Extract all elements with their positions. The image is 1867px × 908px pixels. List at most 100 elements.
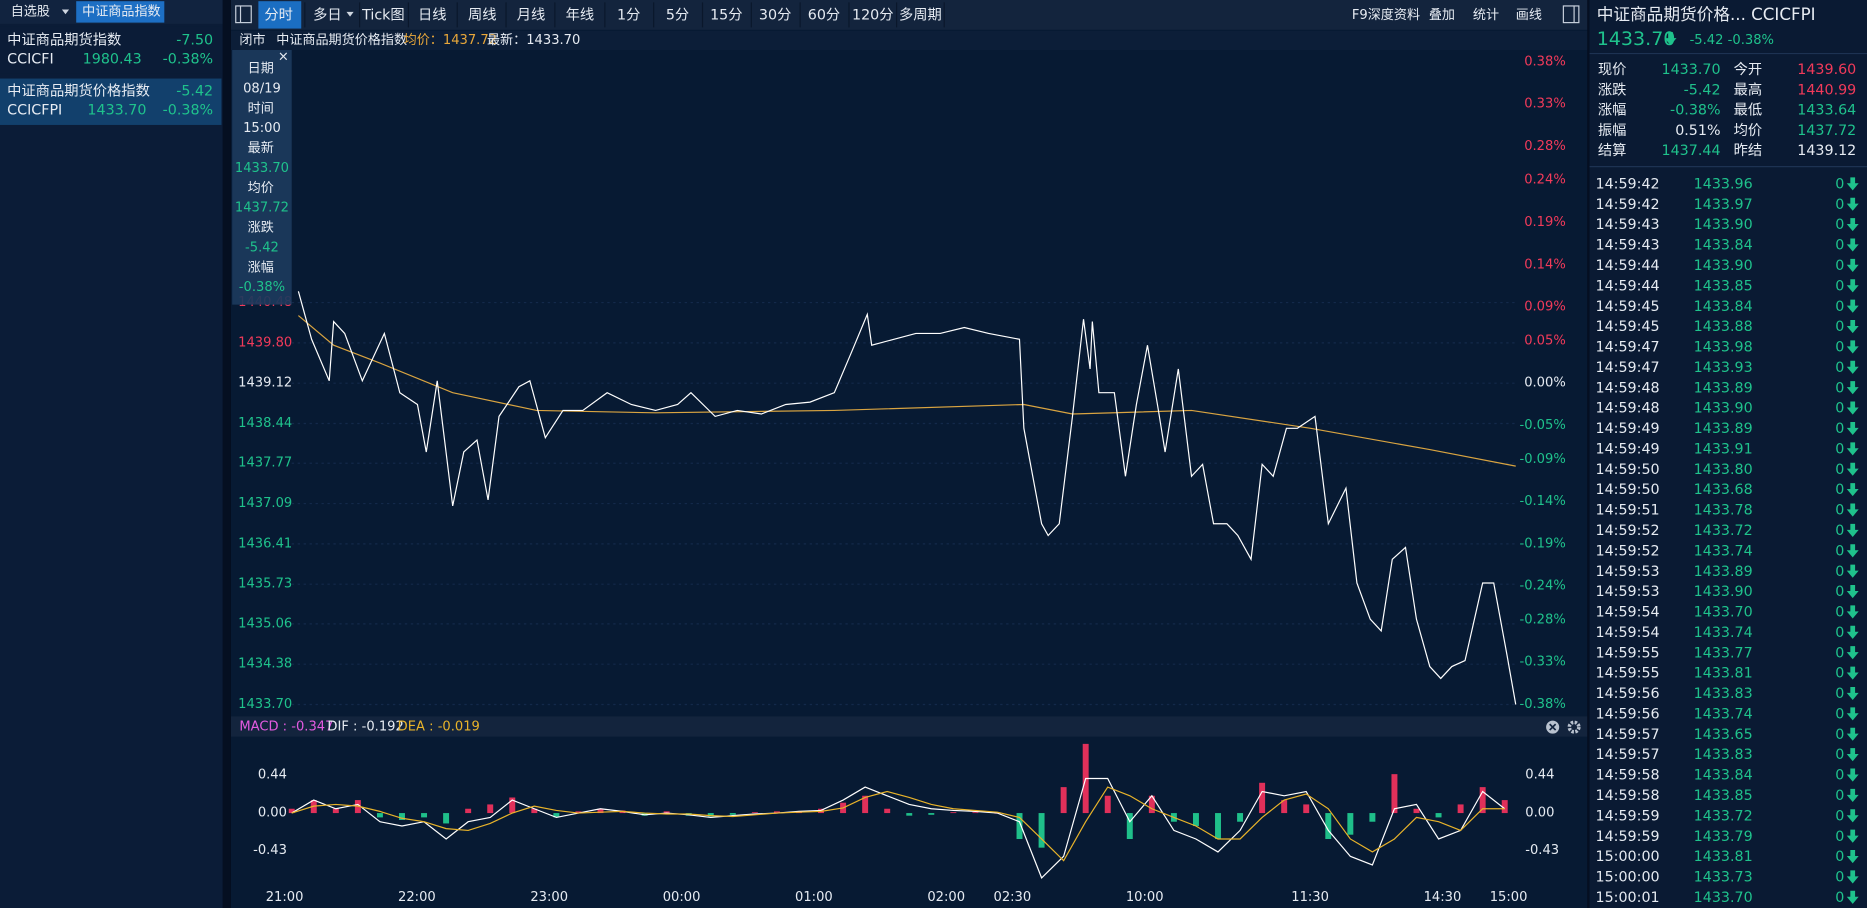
period-button[interactable]: 日线	[418, 6, 447, 23]
down-arrow	[1846, 829, 1859, 843]
period-button[interactable]: 多周期	[899, 6, 942, 23]
tooltip-label: 均价	[248, 180, 274, 196]
tick-time: 14:59:58	[1596, 788, 1660, 804]
macd-bar	[1060, 787, 1067, 814]
quote-label: 昨结	[1734, 142, 1763, 159]
dropdown-icon[interactable]	[346, 11, 354, 17]
period-button[interactable]: 5分	[666, 6, 689, 23]
period-button[interactable]: 周线	[468, 6, 497, 23]
down-arrow	[1846, 544, 1859, 558]
tick-time: 14:59:59	[1596, 808, 1660, 824]
item-change: -7.50	[176, 32, 213, 48]
pct-tick-label: -0.33%	[1519, 655, 1565, 670]
tick-volume: 0	[1835, 808, 1844, 824]
dropdown-icon[interactable]	[61, 9, 70, 15]
period-button[interactable]: 30分	[759, 6, 791, 23]
tool-button[interactable]: 叠加	[1429, 7, 1455, 23]
period-active[interactable]	[258, 1, 302, 29]
tick-volume: 0	[1835, 747, 1844, 763]
price-tick-label: 1438.44	[238, 416, 292, 431]
period-button[interactable]: Tick图	[361, 7, 405, 23]
tick-volume: 0	[1835, 482, 1844, 498]
period-button[interactable]: 月线	[517, 6, 546, 23]
tick-volume: 0	[1835, 238, 1844, 254]
down-arrow	[1846, 360, 1859, 374]
tooltip-close[interactable]: ×	[278, 50, 289, 65]
macd-tick-label: 0.44	[258, 768, 287, 783]
down-arrow	[1846, 442, 1859, 456]
tool-button[interactable]: 统计	[1473, 7, 1499, 23]
tick-time: 14:59:55	[1596, 666, 1660, 682]
macd-bar	[421, 813, 428, 818]
item-change: -5.42	[176, 84, 213, 100]
macd-bar	[729, 813, 736, 815]
settings-icon[interactable]	[1567, 720, 1581, 734]
tick-time: 14:59:44	[1596, 258, 1660, 274]
tick-price: 1433.72	[1694, 808, 1753, 824]
down-arrow	[1846, 320, 1859, 334]
pct-tick-label: 0.28%	[1524, 139, 1566, 154]
macd-tick-label: 0.00	[1525, 806, 1554, 821]
period-button[interactable]: 60分	[808, 6, 840, 23]
item-code: CCICFPI	[7, 103, 62, 119]
tab-active[interactable]	[76, 1, 165, 23]
icon-part	[1549, 723, 1557, 731]
down-arrow	[1846, 707, 1859, 721]
macd-bar	[707, 813, 714, 817]
tick-price: 1433.84	[1694, 238, 1753, 254]
period-button[interactable]: 多日	[313, 6, 342, 23]
tool-button[interactable]: 画线	[1516, 7, 1542, 23]
tick-price: 1433.90	[1694, 258, 1753, 274]
pct-tick-label: 0.09%	[1524, 300, 1566, 315]
tick-volume: 0	[1835, 258, 1844, 274]
macd-bar	[1479, 787, 1486, 814]
period-button[interactable]: 15分	[710, 6, 742, 23]
tick-price: 1433.73	[1694, 870, 1753, 886]
quote-value: 1437.44	[1662, 143, 1721, 159]
period-button[interactable]: 分时	[264, 6, 293, 23]
period-button[interactable]: 1分	[617, 6, 640, 23]
pct-tick-label: 0.05%	[1524, 333, 1566, 348]
tick-time: 14:59:47	[1596, 360, 1660, 376]
macd-bar	[376, 813, 383, 818]
down-arrow	[1846, 258, 1859, 272]
tick-price: 1433.90	[1694, 401, 1753, 417]
period-button[interactable]: 年线	[566, 6, 595, 23]
price-tick-label: 1437.77	[238, 456, 292, 471]
pct-tick-label: 0.00%	[1524, 376, 1566, 391]
panel-toggle-icon[interactable]	[235, 5, 252, 24]
avg-price: 均价：1437.72	[404, 32, 497, 48]
tab[interactable]: 自选股	[11, 3, 50, 19]
tick-time: 14:59:50	[1596, 482, 1660, 498]
time-tick-label: 01:00	[795, 890, 833, 905]
tooltip-label: 日期	[248, 61, 274, 77]
tool-button[interactable]: F9深度资料	[1352, 7, 1420, 23]
down-arrow	[1846, 462, 1859, 476]
tick-price: 1433.77	[1694, 645, 1753, 661]
instrument-name: 中证商品期货价格指数	[276, 31, 407, 48]
macd-bar	[465, 808, 472, 814]
tick-volume: 0	[1835, 197, 1844, 213]
watch-item[interactable]	[0, 26, 223, 74]
tick-price: 1433.88	[1694, 319, 1753, 335]
time-tick-label: 22:00	[398, 890, 436, 905]
macd-bar	[1148, 795, 1155, 814]
down-arrow	[1846, 340, 1859, 354]
period-button[interactable]: 120分	[852, 6, 894, 23]
tick-volume: 0	[1835, 666, 1844, 682]
down-arrow	[1846, 421, 1859, 436]
time-tick-label: 02:30	[994, 890, 1032, 905]
tick-volume: 0	[1835, 706, 1844, 722]
quote-label: 最低	[1734, 102, 1763, 119]
macd-bar	[1369, 813, 1376, 822]
tooltip-label: 涨幅	[248, 259, 274, 275]
watch-item-selected[interactable]	[0, 78, 222, 125]
tick-price: 1433.96	[1694, 176, 1753, 192]
tab[interactable]: 中证商品指数	[82, 3, 161, 19]
panel-toggle-icon[interactable]	[1562, 5, 1580, 24]
tick-volume: 0	[1835, 788, 1844, 804]
tick-price: 1433.74	[1694, 625, 1753, 641]
macd-bar	[884, 808, 891, 814]
macd-bar	[575, 811, 582, 814]
item-name: 中证商品期货指数	[7, 31, 121, 48]
